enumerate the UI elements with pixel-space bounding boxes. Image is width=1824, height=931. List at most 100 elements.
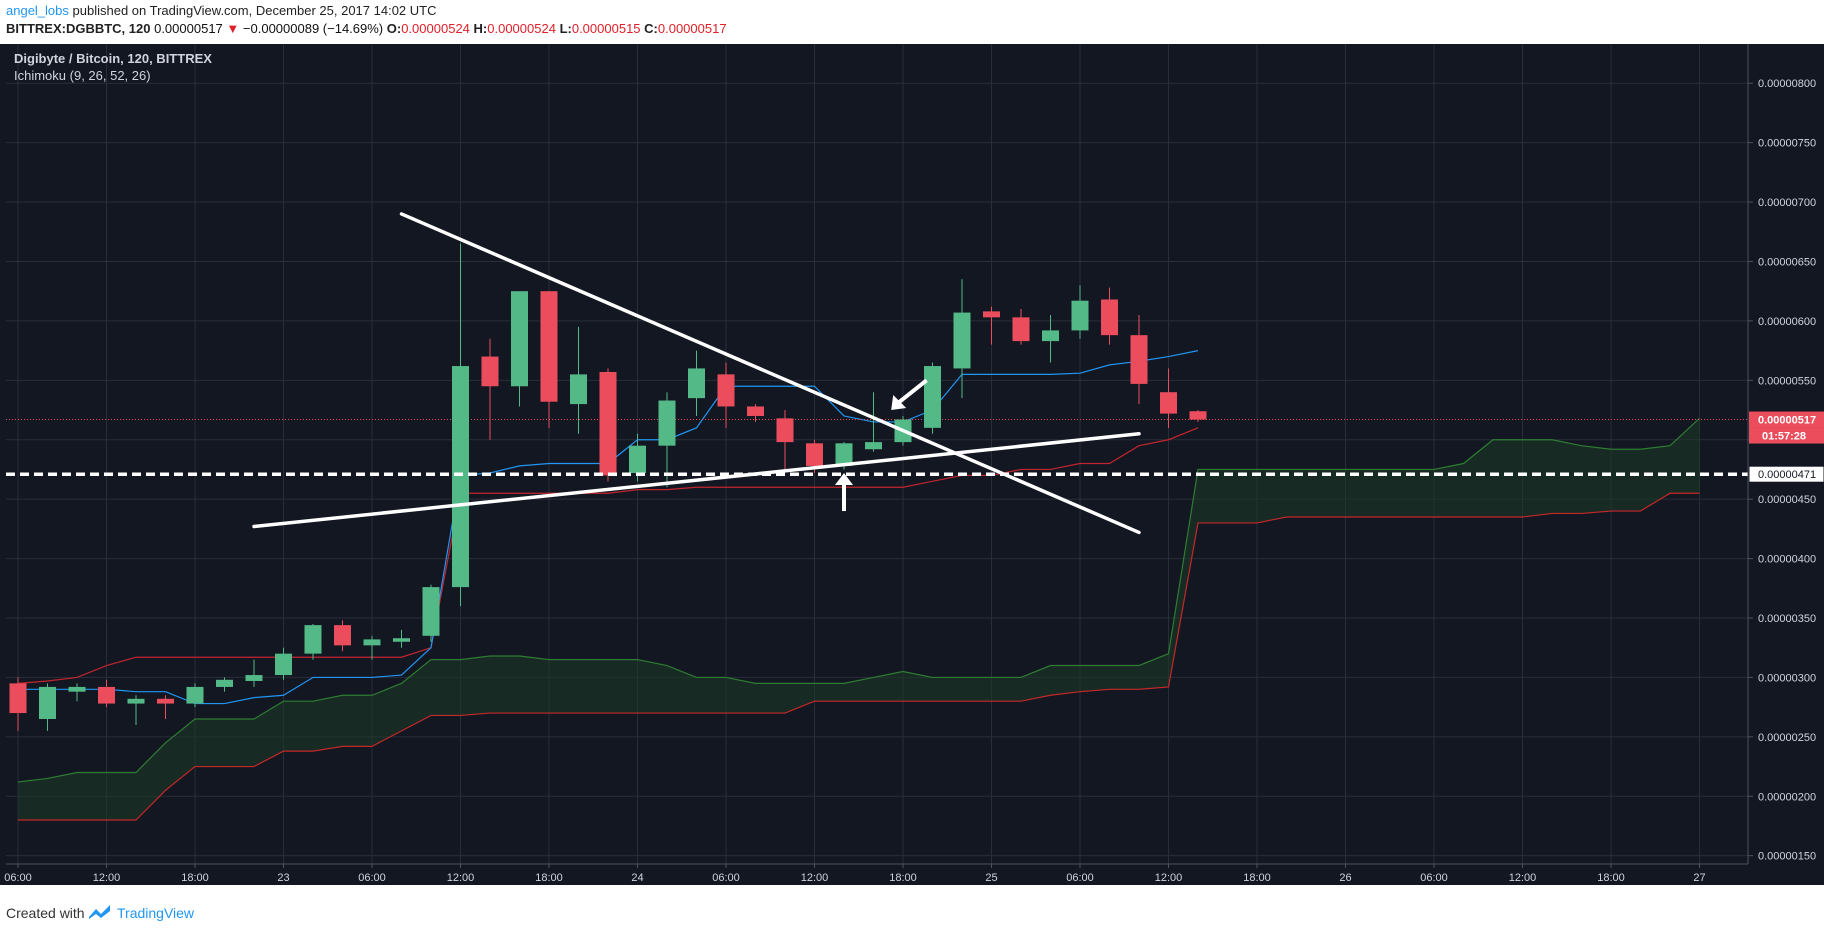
candle-up[interactable] <box>865 442 882 450</box>
candle-down[interactable] <box>776 418 794 443</box>
time-tick-label: 06:00 <box>4 872 32 884</box>
candle-up[interactable] <box>393 638 410 642</box>
time-tick-label: 25 <box>985 872 997 884</box>
candle-up[interactable] <box>275 653 292 676</box>
time-tick-label: 06:00 <box>712 872 740 884</box>
candle-down[interactable] <box>983 311 1000 318</box>
price-tick-label: 0.00000700 <box>1758 197 1816 209</box>
candle-down[interactable] <box>717 374 735 407</box>
candle-up[interactable] <box>1071 300 1089 331</box>
candle-up[interactable] <box>68 686 86 692</box>
candle-up[interactable] <box>127 698 145 704</box>
open-label: O: <box>386 21 402 36</box>
ichimoku-cloud <box>18 418 1700 821</box>
chart-legend: Digibyte / Bitcoin, 120, BITTREX Ichimok… <box>14 50 212 84</box>
candle-up[interactable] <box>511 291 528 387</box>
candle-down[interactable] <box>1189 411 1207 420</box>
candle-up[interactable] <box>245 675 263 681</box>
candle-up[interactable] <box>452 366 469 588</box>
price-tick-label: 0.00000400 <box>1758 554 1816 566</box>
candle-down[interactable] <box>1130 335 1148 384</box>
symbol-line: BITTREX:DGBBTC, 120 0.00000517 ▼ −0.0000… <box>6 21 727 36</box>
diag-arrow-shaft <box>897 378 928 404</box>
price-axis <box>1748 44 1824 885</box>
candle-down[interactable] <box>1160 392 1177 414</box>
time-tick-label: 26 <box>1339 872 1351 884</box>
tradingview-link[interactable]: TradingView <box>117 905 195 921</box>
low-label: L: <box>559 21 572 36</box>
price-tick-label: 0.00000600 <box>1758 316 1816 328</box>
publication-line: angel_lobs published on TradingView.com,… <box>6 3 437 18</box>
candle-up[interactable] <box>658 400 676 446</box>
candle-up[interactable] <box>924 366 941 428</box>
candle-up[interactable] <box>629 445 646 474</box>
close-value: 0.00000517 <box>657 21 727 36</box>
high-value: 0.00000524 <box>487 21 556 36</box>
price-tick-label: 0.00000750 <box>1758 138 1816 150</box>
last-price-tag <box>1749 411 1824 428</box>
candle-up[interactable] <box>835 443 853 466</box>
publication-header: angel_lobs published on TradingView.com,… <box>0 0 1824 44</box>
time-tick-label: 12:00 <box>1155 872 1183 884</box>
candle-down[interactable] <box>599 372 617 476</box>
candle-up[interactable] <box>363 639 381 646</box>
candle-down[interactable] <box>806 443 823 466</box>
last-price-tag-label: 0.00000517 <box>1758 415 1816 427</box>
candle-down[interactable] <box>9 683 27 714</box>
price-tick-label: 0.00000450 <box>1758 494 1816 506</box>
candle-down[interactable] <box>334 625 351 646</box>
price-tick-label: 0.00000200 <box>1758 791 1816 803</box>
high-label: H: <box>473 21 488 36</box>
published-text: published on TradingView.com, December 2… <box>72 3 437 18</box>
time-tick-label: 18:00 <box>535 872 563 884</box>
close-label: C: <box>644 21 658 36</box>
candle-down[interactable] <box>540 291 558 402</box>
candle-up[interactable] <box>39 686 56 720</box>
author-link[interactable]: angel_lobs <box>6 3 69 18</box>
candle-up[interactable] <box>570 374 587 405</box>
trend-line[interactable] <box>399 212 1141 535</box>
time-tick-label: 27 <box>1693 872 1705 884</box>
trend-line[interactable] <box>252 432 1141 529</box>
price-tick-label: 0.00000550 <box>1758 375 1816 387</box>
candle-up[interactable] <box>422 587 440 636</box>
candle-up[interactable] <box>1042 330 1059 342</box>
level-tag <box>1748 465 1824 483</box>
price-tick-label: 0.00000150 <box>1758 851 1816 863</box>
candle-down[interactable] <box>98 686 115 704</box>
price-tick-label: 0.00000650 <box>1758 256 1816 268</box>
candle-up[interactable] <box>216 679 233 687</box>
price-tick-label: 0.00000800 <box>1758 78 1816 90</box>
price-tick-label: 0.00000300 <box>1758 672 1816 684</box>
candle-down[interactable] <box>747 406 764 416</box>
created-with-text: Created with <box>6 905 85 921</box>
time-tick-label: 06:00 <box>1420 872 1448 884</box>
last-price: 0.00000517 <box>154 21 223 36</box>
symbol-label: BITTREX:DGBBTC, 120 <box>6 21 151 36</box>
legend-indicator: Ichimoku (9, 26, 52, 26) <box>14 68 151 83</box>
candlestick-chart[interactable]: 0.00000800 0.00000750 0.00000700 0.00000650… <box>0 44 1824 885</box>
price-change: −0.00000089 (−14.69%) <box>242 21 384 36</box>
candle-down[interactable] <box>157 698 174 704</box>
low-value: 0.00000515 <box>571 21 641 36</box>
tradingview-logo-icon <box>89 905 110 919</box>
time-tick-label: 18:00 <box>1243 872 1271 884</box>
price-tick-label: 0.00000350 <box>1758 613 1816 625</box>
countdown-tag <box>1749 427 1824 444</box>
candle-down[interactable] <box>1101 299 1118 336</box>
candle-up[interactable] <box>304 625 322 654</box>
time-tick-label: 18:00 <box>181 872 209 884</box>
open-value: 0.00000524 <box>401 21 470 36</box>
candle-down[interactable] <box>481 356 499 387</box>
time-tick-label: 12:00 <box>447 872 475 884</box>
candle-up[interactable] <box>688 368 705 399</box>
candle-up[interactable] <box>953 312 971 369</box>
time-tick-label: 24 <box>631 872 643 884</box>
legend-title: Digibyte / Bitcoin, 120, BITTREX <box>14 51 212 66</box>
senkou-span-b <box>18 492 1700 821</box>
candle-up[interactable] <box>186 686 204 704</box>
chart-area[interactable]: 0.00000800 0.00000750 0.00000700 0.00000650… <box>0 44 1824 885</box>
time-tick-label: 18:00 <box>889 872 917 884</box>
candle-down[interactable] <box>1012 317 1030 342</box>
diag-arrow-icon <box>891 395 907 411</box>
